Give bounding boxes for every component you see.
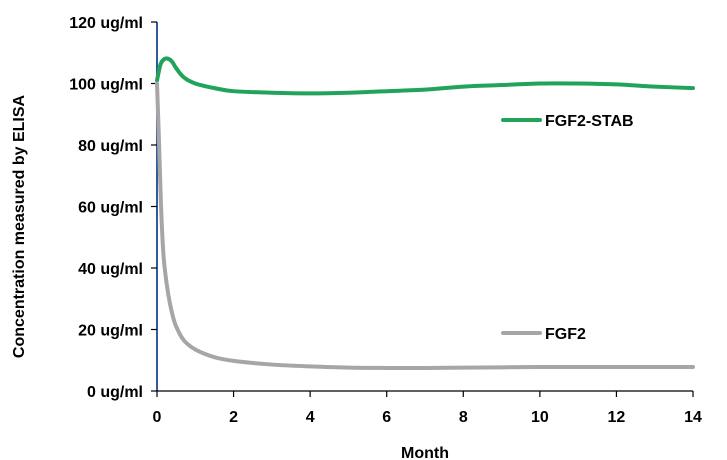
y-tick-label: 80 ug/ml [78, 138, 143, 155]
series-line-fgf2-stab [155, 56, 695, 96]
y-tick-label: 0 ug/ml [87, 384, 143, 401]
x-tick-label: 14 [684, 409, 702, 426]
x-axis: 0 2 4 6 8 10 12 14 [153, 390, 702, 426]
x-tick-label: 2 [229, 409, 238, 426]
x-tick-label: 4 [306, 409, 315, 426]
x-axis-title: Month [401, 445, 449, 460]
series-line-fgf2 [155, 81, 695, 370]
y-tick-label: 120 ug/ml [69, 15, 143, 32]
legend-label-fgf2: FGF2 [545, 326, 586, 343]
x-tick-label: 6 [382, 409, 391, 426]
y-axis-title: Concentration measured by ELISA [11, 94, 28, 358]
y-axis: 0 ug/ml 20 ug/ml 40 ug/ml 60 ug/ml 80 ug/ml 1… [69, 15, 158, 401]
y-tick-label: 20 ug/ml [78, 323, 143, 340]
legend: FGF2-STAB FGF2 [501, 113, 634, 343]
y-tick-label: 60 ug/ml [78, 200, 143, 217]
legend-label-fgf2-stab: FGF2-STAB [545, 113, 634, 130]
x-tick-label: 10 [531, 409, 549, 426]
series-layer [155, 56, 695, 370]
x-tick-label: 12 [608, 409, 626, 426]
y-tick-label: 100 ug/ml [69, 77, 143, 94]
x-tick-label: 0 [153, 409, 162, 426]
y-tick-label: 40 ug/ml [78, 261, 143, 278]
x-tick-label: 8 [459, 409, 468, 426]
